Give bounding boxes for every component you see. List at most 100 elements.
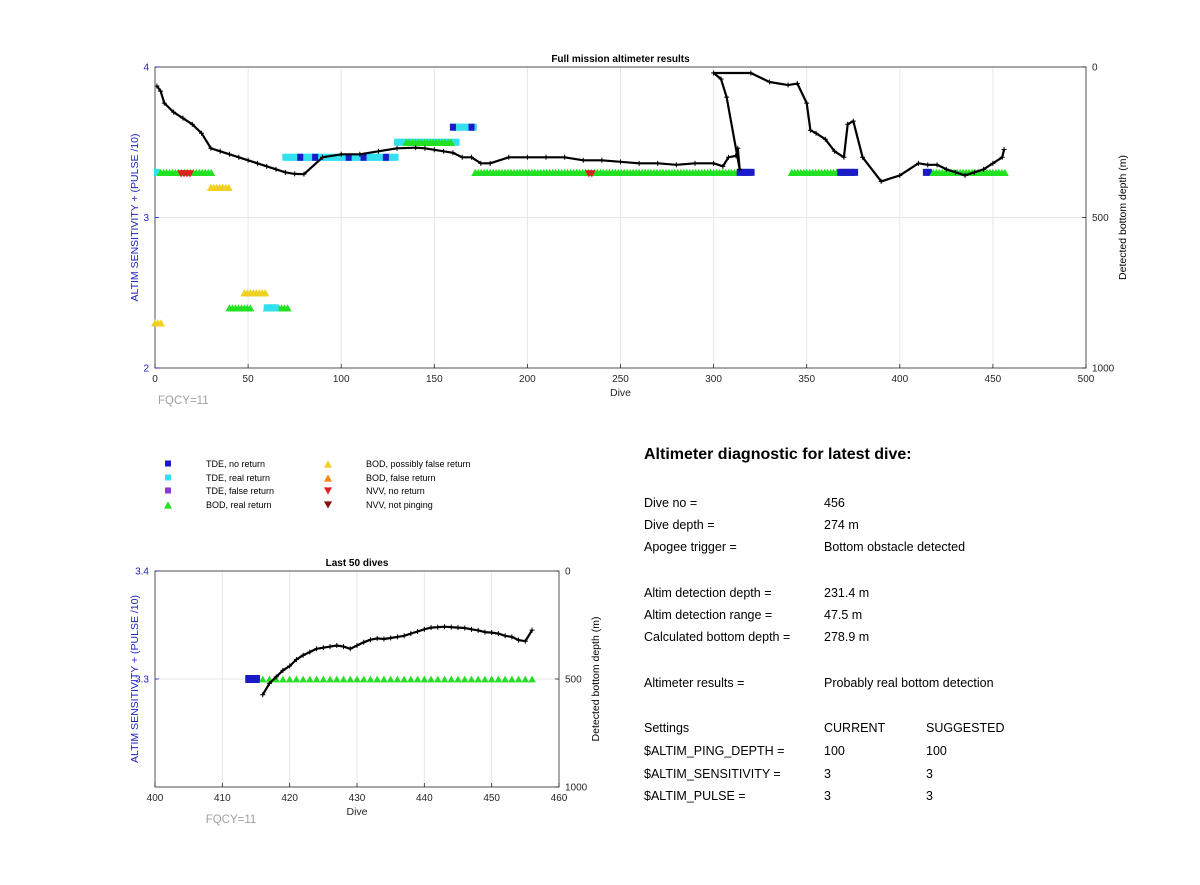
main-depth-point — [860, 154, 866, 160]
recent-bod-marker — [420, 675, 429, 683]
main-marker — [312, 153, 319, 161]
recent-depth-point — [287, 663, 293, 669]
legend-marker-icon — [324, 460, 332, 468]
main-marker — [224, 183, 233, 191]
recent-tde-marker — [252, 675, 260, 683]
recent-bod-marker — [474, 675, 482, 683]
main-depth-point — [925, 162, 931, 168]
legend-marker-shape — [324, 473, 332, 482]
main-x-tick-label: 500 — [1078, 374, 1095, 385]
main-x-tick-label: 50 — [243, 374, 255, 385]
recent-depth-point — [260, 692, 266, 698]
settings-header-label: Settings — [644, 721, 690, 735]
recent-depth-point — [314, 646, 320, 652]
recent-bod-marker — [319, 675, 328, 683]
recent-bod-marker — [373, 675, 381, 683]
recent-depth-point — [522, 638, 528, 644]
recent-depth-point — [293, 657, 299, 663]
apogee-trigger-label: Apogee trigger = — [644, 540, 737, 554]
recent-bod-marker — [400, 675, 408, 683]
main-depth-point — [506, 154, 512, 160]
recent-depth-point — [280, 667, 286, 673]
legend-marker-icon — [164, 500, 172, 509]
main-fqcy-annotation: FQCY=11 — [158, 395, 209, 407]
setting-label: $ALTIM_PING_DEPTH = — [644, 744, 785, 758]
main-depth-point — [999, 154, 1005, 160]
recent-bod-marker — [494, 675, 503, 683]
legend-marker-shape — [324, 500, 332, 509]
main-marker — [246, 304, 255, 312]
main-depth-point — [804, 100, 810, 106]
recent-bod-marker — [272, 675, 280, 683]
recent-depth-point — [334, 643, 340, 649]
legend-marker-icon — [324, 500, 332, 509]
recent-bod-marker — [413, 675, 422, 683]
main-y-tick-label: 4 — [143, 63, 149, 74]
main-depth-point — [301, 171, 307, 177]
main-marker — [153, 168, 160, 176]
recent-title: Last 50 dives — [326, 558, 389, 569]
dive-no-label: Dive no = — [644, 496, 698, 510]
main-depth-point — [724, 94, 730, 100]
legend-label: TDE, false return — [206, 486, 275, 496]
recent-depth-point — [475, 627, 481, 633]
recent-y-axis-label: ALTIM SENSITIVITY + (PULSE /10) — [129, 595, 141, 763]
main-marker — [283, 304, 292, 312]
settings-header-suggested: SUGGESTED — [926, 721, 1005, 735]
recent-y-tick-label: 3.4 — [135, 567, 149, 578]
legend-label: BOD, real return — [206, 499, 272, 510]
recent-plot-frame — [154, 570, 560, 788]
recent-depth-point — [435, 624, 441, 630]
altim-detection-range-value: 47.5 m — [824, 608, 863, 622]
recent-bod-marker — [427, 675, 435, 683]
legend-marker-shape — [165, 487, 171, 494]
legend-marker-shape — [324, 460, 332, 468]
calculated-bottom-depth-label: Calculated bottom depth = — [644, 630, 791, 644]
main-depth-point — [832, 148, 838, 154]
recent-depth-point — [273, 674, 279, 680]
main-marker — [272, 304, 279, 312]
recent-depth-point — [509, 634, 515, 640]
recent-depth-point — [455, 625, 461, 631]
main-depth-point — [171, 109, 177, 115]
recent-depth-point — [327, 644, 333, 650]
recent-bod-marker — [292, 675, 301, 683]
main-depth-point — [636, 160, 642, 166]
main-depth-point — [394, 145, 400, 151]
main-depth-point — [264, 163, 270, 169]
recent-bod-marker — [346, 675, 355, 683]
recent-bod-marker — [454, 675, 462, 683]
recent-bod-marker — [467, 675, 476, 683]
main-depth-point — [737, 166, 743, 172]
main-depth-point — [794, 81, 800, 87]
apogee-trigger-value: Bottom obstacle detected — [824, 540, 966, 554]
main-depth-point — [478, 160, 484, 166]
main-depth-point — [1001, 146, 1007, 152]
recent-bod-marker — [285, 675, 294, 683]
main-depth-point — [524, 154, 530, 160]
main-marker — [1000, 168, 1009, 176]
recent-x-tick-label: 400 — [147, 793, 164, 804]
main-x-tick-label: 350 — [798, 374, 815, 385]
main-depth-point — [990, 160, 996, 166]
main-depth-point — [962, 172, 968, 178]
main-y2-tick-label: 1000 — [1092, 364, 1115, 375]
main-depth-point — [785, 82, 791, 88]
recent-bod-marker — [481, 675, 489, 683]
main-depth-point — [236, 154, 242, 160]
setting-current: 3 — [824, 789, 831, 803]
altim-detection-depth-value: 231.4 m — [824, 586, 870, 600]
recent-depth-point — [529, 627, 535, 633]
recent-bod-marker — [326, 675, 334, 683]
dive-no-value: 456 — [824, 496, 845, 510]
recent-depth-point — [428, 625, 434, 631]
legend-marker-icon — [165, 460, 171, 467]
recent-depth-point — [354, 643, 360, 649]
diagnostic-title: Altimeter diagnostic for latest dive: — [644, 446, 912, 463]
dive-depth-value: 274 m — [824, 518, 859, 532]
main-marker — [587, 170, 596, 178]
setting-label: $ALTIM_PULSE = — [644, 789, 746, 803]
main-marker — [261, 289, 270, 297]
recent-fqcy-annotation: FQCY=11 — [206, 814, 257, 826]
main-depth-point — [292, 171, 298, 177]
